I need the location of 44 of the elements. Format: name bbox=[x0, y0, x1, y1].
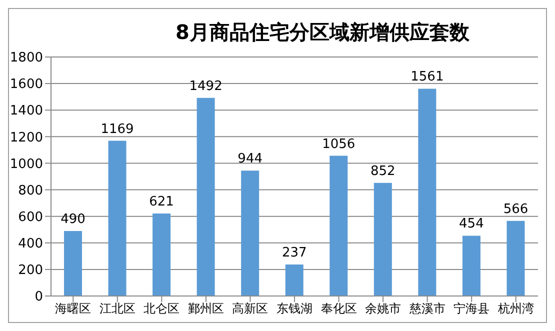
bar bbox=[196, 98, 215, 296]
data-label: 1492 bbox=[189, 78, 222, 94]
bar bbox=[418, 88, 436, 296]
y-tick-label: 400 bbox=[18, 236, 43, 252]
y-tick-label: 0 bbox=[34, 290, 43, 305]
data-label: 944 bbox=[238, 152, 263, 167]
data-label: 490 bbox=[60, 212, 86, 227]
y-tick-label: 1000 bbox=[10, 156, 43, 172]
x-tick-label: 东钱湖 bbox=[276, 302, 312, 316]
data-label: 1561 bbox=[410, 70, 444, 85]
data-label: 852 bbox=[370, 164, 396, 179]
y-tick-label: 600 bbox=[18, 210, 43, 225]
x-tick-label: 奉化区 bbox=[320, 302, 357, 316]
y-tick-label: 1400 bbox=[10, 104, 43, 119]
x-tick-label: 高新区 bbox=[232, 302, 268, 316]
x-tick-label: 鄞州区 bbox=[188, 302, 224, 316]
bar bbox=[330, 156, 348, 296]
y-tick-label: 1200 bbox=[10, 130, 43, 146]
x-tick-label: 江北区 bbox=[99, 302, 136, 316]
data-label: 1169 bbox=[100, 122, 134, 137]
bar bbox=[241, 170, 260, 296]
bar bbox=[374, 182, 392, 296]
y-tick-label: 1800 bbox=[10, 50, 43, 66]
data-label: 1056 bbox=[322, 136, 356, 152]
bar bbox=[462, 236, 480, 296]
bar bbox=[152, 214, 171, 296]
data-label: 454 bbox=[459, 216, 484, 232]
bar bbox=[285, 264, 304, 296]
x-tick-label: 慈溪市 bbox=[408, 302, 446, 316]
bar bbox=[108, 140, 126, 296]
y-tick-label: 1600 bbox=[10, 77, 43, 92]
x-tick-label: 杭州湾 bbox=[496, 302, 534, 316]
y-tick-label: 200 bbox=[18, 263, 43, 278]
y-tick-label: 800 bbox=[18, 183, 43, 198]
chart-title: 8月商品住宅分区域新增供应套数 bbox=[174, 19, 470, 46]
bar bbox=[506, 220, 525, 296]
x-tick-label: 宁海县 bbox=[454, 302, 490, 316]
x-tick-label: 余姚市 bbox=[365, 302, 402, 316]
bar bbox=[64, 230, 82, 296]
data-label: 621 bbox=[149, 194, 174, 210]
data-label: 237 bbox=[282, 246, 307, 261]
data-label: 566 bbox=[503, 202, 528, 217]
x-tick-label: 北仑区 bbox=[144, 302, 180, 316]
x-tick-label: 海曙区 bbox=[55, 302, 92, 316]
